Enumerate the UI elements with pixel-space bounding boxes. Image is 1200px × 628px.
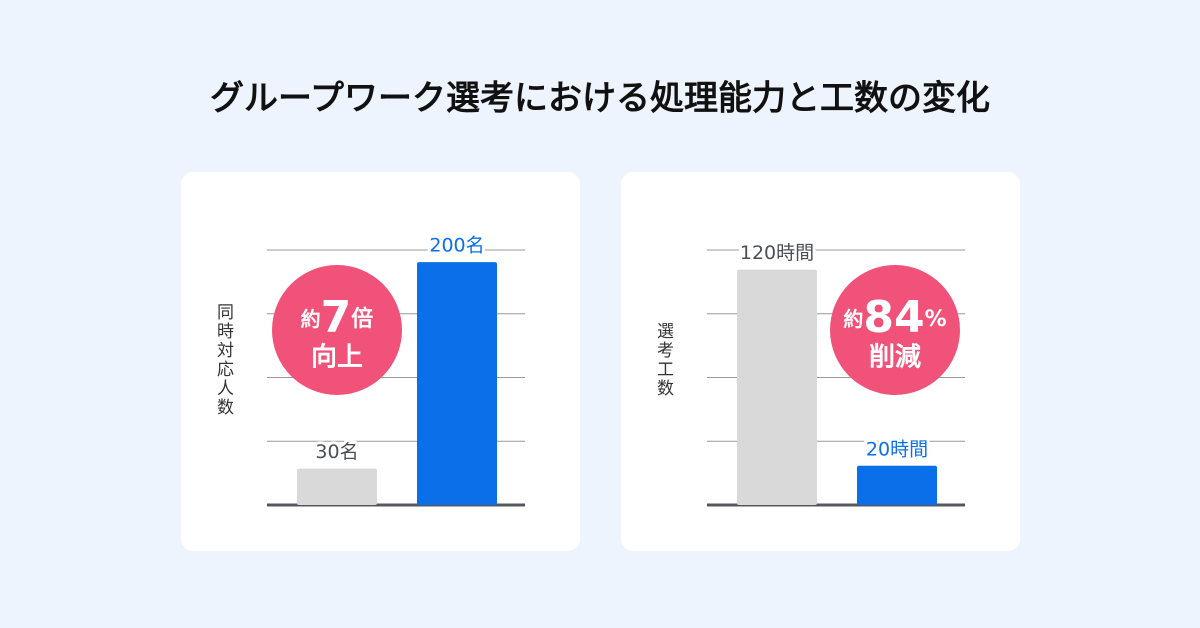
page-title: グループワーク選考における処理能力と工数の変化 xyxy=(210,79,990,119)
badge-line1: 約84% xyxy=(843,292,946,343)
y-axis-label: 同時対応人数 xyxy=(213,303,234,417)
bar xyxy=(417,262,497,505)
badge-prefix: 約 xyxy=(301,307,321,331)
badge-line1: 約7倍 xyxy=(301,292,374,343)
bar xyxy=(737,269,817,505)
badge-number: 7 xyxy=(321,292,352,343)
bar xyxy=(297,468,377,505)
badge-suffix: % xyxy=(925,307,947,332)
value-label: 120時間 xyxy=(740,242,814,264)
badge xyxy=(272,265,402,395)
badge-number: 84 xyxy=(863,292,924,343)
value-label: 200名 xyxy=(429,235,484,257)
value-label: 30名 xyxy=(315,441,358,463)
badge-suffix: 倍 xyxy=(351,306,373,332)
badge-line2: 削減 xyxy=(869,343,921,373)
badge-line2: 向上 xyxy=(311,342,363,373)
badge-prefix: 約 xyxy=(843,307,863,331)
badge xyxy=(830,265,960,395)
card xyxy=(621,172,1020,551)
value-label: 20時間 xyxy=(866,438,928,460)
y-axis-label: 選考工数 xyxy=(653,322,674,398)
bar xyxy=(857,465,937,505)
